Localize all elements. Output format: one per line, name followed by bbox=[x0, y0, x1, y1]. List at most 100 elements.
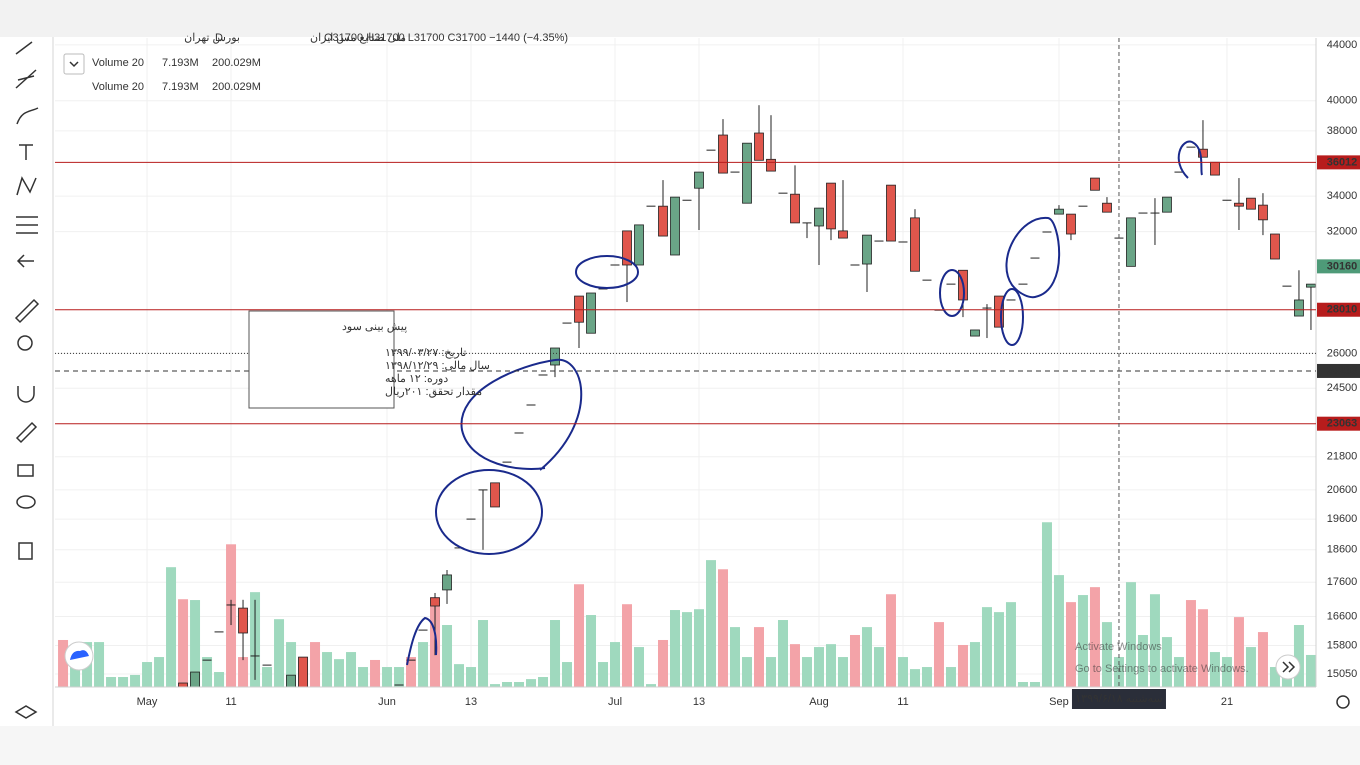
candle-body bbox=[262, 664, 272, 666]
level-label: 30160 bbox=[1327, 260, 1358, 272]
candle-body bbox=[298, 656, 308, 688]
volume-bar bbox=[526, 679, 537, 687]
tool-prediction[interactable] bbox=[16, 216, 38, 234]
x-tick-label: 21 bbox=[1221, 696, 1233, 708]
candle-body bbox=[1006, 299, 1016, 301]
tool-trash[interactable] bbox=[18, 542, 33, 560]
tool-brush[interactable] bbox=[16, 107, 39, 125]
candle-body bbox=[658, 205, 668, 237]
volume-bar bbox=[741, 657, 752, 687]
volume-bar bbox=[1137, 634, 1148, 687]
candle-body bbox=[1090, 177, 1100, 191]
tool-back[interactable] bbox=[16, 254, 34, 268]
volume-bar bbox=[861, 627, 872, 687]
candle-body bbox=[586, 292, 596, 334]
volume-bar bbox=[238, 657, 249, 687]
volume-bar bbox=[1005, 602, 1016, 687]
volume-bar bbox=[118, 677, 129, 687]
tool-ruler[interactable] bbox=[14, 298, 40, 324]
collapse-button[interactable] bbox=[63, 53, 85, 75]
volume-bar bbox=[130, 674, 141, 687]
candle-body bbox=[622, 230, 632, 266]
candle-body bbox=[1078, 205, 1088, 207]
y-tick-label: 16600 bbox=[1327, 610, 1358, 622]
x-tick-label: Sep bbox=[1049, 696, 1069, 708]
volume-bar bbox=[897, 657, 908, 687]
volume-bar bbox=[166, 567, 177, 687]
tool-layers[interactable] bbox=[14, 705, 38, 719]
tool-line[interactable] bbox=[15, 41, 33, 55]
candle-body bbox=[850, 264, 860, 266]
level-tag bbox=[1317, 416, 1360, 431]
toolbar-icons bbox=[14, 41, 40, 719]
annotation: پیش بینی سود تاریخ: ۱۳۹۹/۰۳/۲۷ سال مالی:… bbox=[248, 310, 490, 409]
volume-bar bbox=[94, 642, 105, 687]
volume-bar bbox=[442, 625, 453, 687]
candle-body bbox=[1234, 202, 1244, 207]
annotation-box bbox=[248, 310, 395, 409]
tool-eye[interactable] bbox=[16, 495, 36, 509]
y-tick-label: 21800 bbox=[1327, 451, 1358, 463]
volume-bar bbox=[634, 647, 645, 687]
volume-bar bbox=[1053, 575, 1064, 687]
scroll-icon bbox=[1282, 661, 1296, 673]
volume-bar bbox=[801, 657, 812, 687]
volume-bar bbox=[1029, 682, 1040, 687]
volume-bar bbox=[274, 619, 285, 687]
drawing bbox=[1005, 216, 1061, 299]
candle-body bbox=[418, 629, 428, 631]
collapse-icon bbox=[69, 61, 79, 68]
y-tick-label: 15800 bbox=[1327, 639, 1358, 651]
volume-bar bbox=[1209, 652, 1220, 687]
candle-body bbox=[778, 192, 788, 194]
level-label: 36012 bbox=[1327, 156, 1358, 168]
volume-bar bbox=[1161, 637, 1172, 687]
candle-body bbox=[1222, 199, 1232, 201]
volume-bar bbox=[885, 594, 896, 687]
settings-button[interactable] bbox=[1336, 695, 1350, 709]
tool-text[interactable] bbox=[19, 144, 33, 160]
volume-bar bbox=[1101, 622, 1112, 687]
tool-zoom[interactable] bbox=[17, 335, 33, 351]
level-label: 23063 bbox=[1327, 418, 1358, 430]
candle-body bbox=[190, 671, 200, 688]
volume-bar bbox=[1305, 654, 1316, 687]
volume-bar bbox=[154, 657, 165, 687]
drawing bbox=[435, 469, 543, 555]
overlays: 15050 15800 16600 17600 18600 19600 20600 21800… bbox=[55, 38, 1360, 709]
candle-body bbox=[1210, 161, 1220, 176]
volume-bar bbox=[502, 682, 513, 687]
volume-bar bbox=[262, 667, 273, 687]
legend-value: 7.193M bbox=[162, 57, 199, 69]
volume-bar bbox=[286, 642, 297, 687]
volume-bar bbox=[693, 609, 704, 687]
drawing bbox=[1000, 288, 1024, 346]
volume-bar bbox=[981, 607, 992, 687]
candle-body bbox=[1258, 204, 1268, 221]
candle-body bbox=[442, 574, 452, 591]
x-tick-label: 13 bbox=[693, 696, 705, 708]
candle-body bbox=[430, 597, 440, 607]
tool-lock-draw[interactable] bbox=[15, 421, 38, 444]
volume-bar bbox=[1269, 667, 1280, 687]
volume-bar bbox=[1197, 609, 1208, 687]
candle-body bbox=[814, 207, 824, 227]
candle-body bbox=[1018, 283, 1028, 285]
volume-bar bbox=[1077, 595, 1088, 687]
tool-magnet[interactable] bbox=[17, 386, 35, 403]
volume-bar bbox=[310, 642, 321, 687]
tool-pattern[interactable] bbox=[16, 176, 37, 196]
volume-bar bbox=[214, 672, 225, 687]
volume-bar bbox=[370, 659, 381, 687]
annotation-line: مقدار تحقق: ۲۰۱ریال bbox=[385, 386, 482, 398]
tool-lock[interactable] bbox=[17, 464, 34, 477]
volume-bar bbox=[346, 652, 357, 687]
y-tick-label: 38000 bbox=[1327, 125, 1358, 137]
volume-bar bbox=[406, 657, 417, 687]
tool-fib[interactable] bbox=[15, 69, 37, 89]
volume-bar bbox=[1185, 600, 1196, 687]
volume-bar bbox=[586, 615, 597, 687]
volume-bar bbox=[789, 644, 800, 687]
x-tick-label: May bbox=[137, 696, 158, 708]
candle-body bbox=[826, 182, 836, 230]
